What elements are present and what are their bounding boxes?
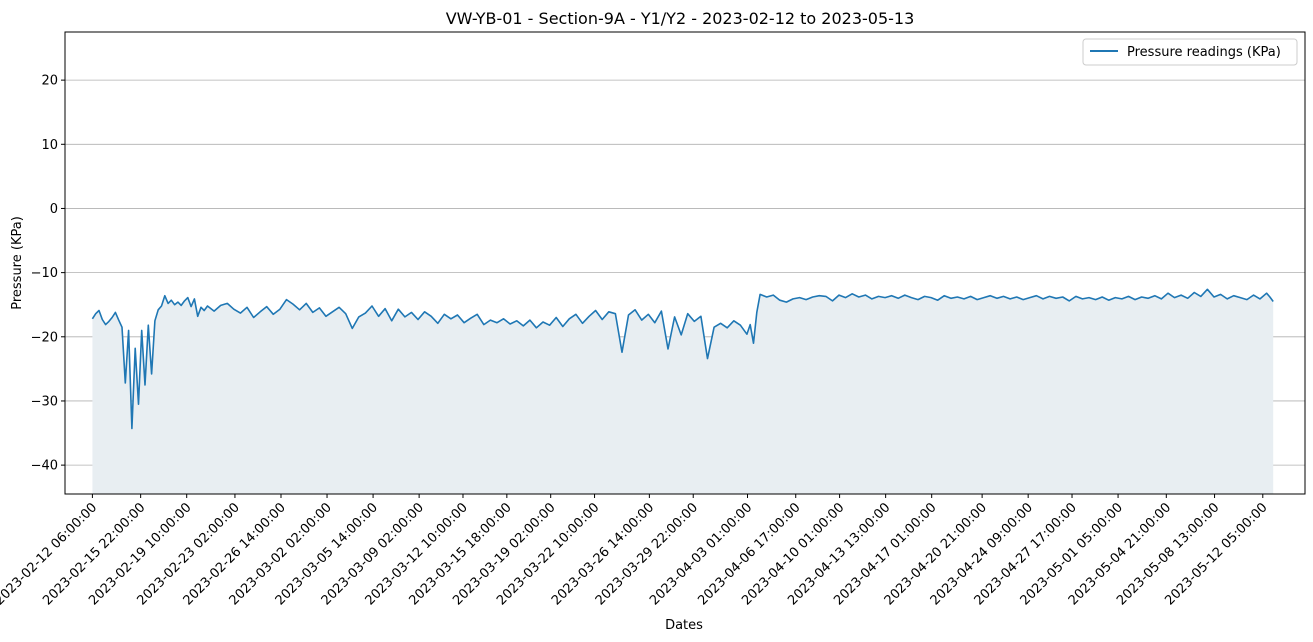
- y-tick-label: −20: [31, 330, 58, 345]
- y-tick-label: 20: [41, 74, 58, 89]
- y-tick-label: −30: [31, 394, 58, 409]
- y-tick-label: −10: [31, 266, 58, 281]
- y-axis: 20 10 0 −10 −20 −30 −40: [31, 74, 65, 474]
- y-tick-label: −40: [31, 459, 58, 474]
- legend-label: Pressure readings (KPa): [1127, 45, 1281, 60]
- x-axis-label: Dates: [665, 618, 703, 633]
- y-tick-label: 0: [50, 202, 58, 217]
- area-fill: [92, 289, 1274, 494]
- legend: Pressure readings (KPa): [1082, 38, 1298, 66]
- series-line-pressure: [91, 288, 1274, 430]
- y-axis-label: Pressure (KPa): [10, 216, 25, 310]
- legend-box: [1082, 38, 1298, 66]
- plot-frame: [64, 31, 1306, 495]
- y-tick-label: 10: [41, 138, 58, 153]
- chart-title: VW-YB-01 - Section-9A - Y1/Y2 - 2023-02-…: [446, 9, 915, 28]
